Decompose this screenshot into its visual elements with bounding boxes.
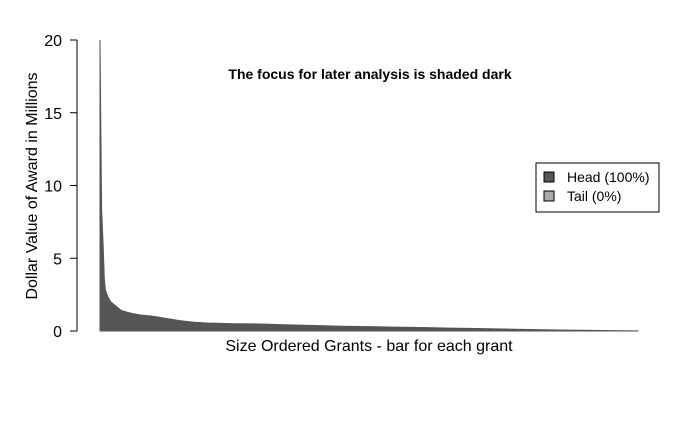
area-series-0	[99, 39, 639, 332]
y-tick-label: 5	[53, 251, 62, 268]
y-tick-label: 20	[44, 33, 62, 50]
area-layer	[99, 39, 639, 332]
legend-swatch-head	[543, 171, 555, 183]
y-axis-title: Dollar Value of Award in Millions	[24, 72, 41, 299]
y-ticks: 0 5 10 15 20	[44, 33, 77, 341]
legend-frame	[535, 162, 660, 213]
y-tick-label: 10	[44, 179, 62, 196]
y-tick-label: 0	[53, 324, 62, 341]
y-tick-label: 15	[44, 106, 62, 123]
legend-swatch-tail	[543, 190, 555, 202]
legend-label-head: Head (100%)	[567, 169, 650, 185]
legend-label-tail: Tail (0%)	[567, 188, 621, 204]
legend: Head (100%) Tail (0%)	[535, 162, 660, 213]
x-axis-title: Size Ordered Grants - bar for each grant	[225, 338, 513, 355]
chart-annotation: The focus for later analysis is shaded d…	[228, 66, 511, 82]
